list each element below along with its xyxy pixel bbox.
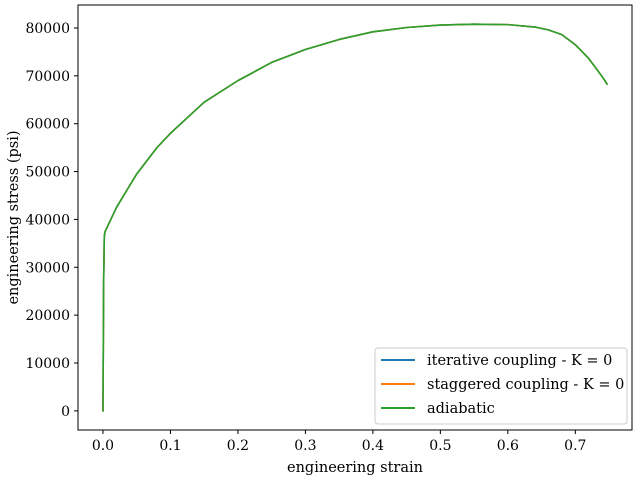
legend-box	[374, 347, 628, 425]
y-tick-label: 0	[61, 404, 70, 420]
x-tick-label: 0.4	[362, 438, 384, 454]
x-tick-label: 0.6	[497, 438, 519, 454]
legend-label: iterative coupling - K = 0	[427, 353, 612, 369]
x-tick-label: 0.0	[92, 438, 114, 454]
y-tick-label: 20000	[25, 308, 70, 324]
x-axis-label: engineering strain	[287, 460, 423, 476]
y-tick-label: 40000	[25, 212, 70, 228]
y-axis-label: engineering stress (psi)	[6, 130, 22, 304]
x-axis-ticks: 0.0 0.1 0.2 0.3 0.4 0.5 0.6 0.7	[92, 430, 586, 454]
x-tick-label: 0.1	[159, 438, 181, 454]
y-tick-label: 30000	[25, 260, 70, 276]
x-tick-label: 0.2	[227, 438, 249, 454]
x-tick-label: 0.5	[429, 438, 451, 454]
y-tick-label: 80000	[25, 21, 70, 37]
legend-items: iterative coupling - K = 0 staggered coup…	[381, 353, 624, 417]
legend-label: adiabatic	[427, 401, 495, 417]
legend: iterative coupling - K = 0 staggered coup…	[374, 347, 628, 425]
series-layer	[102, 23, 609, 412]
series-line-2	[102, 23, 609, 412]
plot-frame	[77, 4, 633, 431]
y-tick-label: 50000	[25, 165, 70, 181]
y-tick-label: 10000	[25, 356, 70, 372]
x-tick-label: 0.7	[564, 438, 586, 454]
x-tick-label: 0.3	[294, 438, 316, 454]
legend-label: staggered coupling - K = 0	[427, 377, 624, 393]
y-tick-label: 70000	[25, 69, 70, 85]
y-axis-ticks: 0 10000 20000 30000 40000 50000 60000 70000 8000…	[25, 21, 78, 420]
y-tick-label: 60000	[25, 117, 70, 133]
